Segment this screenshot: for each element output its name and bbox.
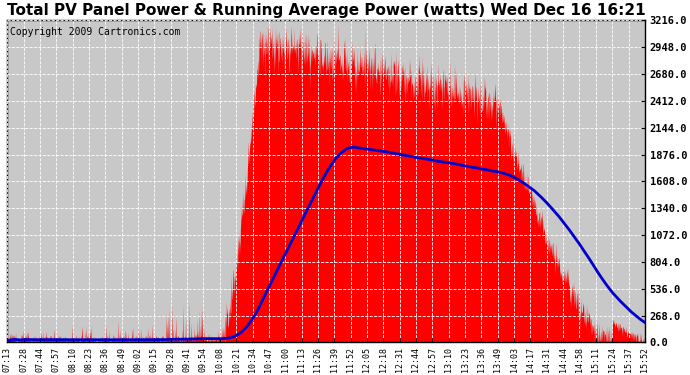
Text: Copyright 2009 Cartronics.com: Copyright 2009 Cartronics.com bbox=[10, 27, 181, 37]
Title: Total PV Panel Power & Running Average Power (watts) Wed Dec 16 16:21: Total PV Panel Power & Running Average P… bbox=[7, 3, 645, 18]
